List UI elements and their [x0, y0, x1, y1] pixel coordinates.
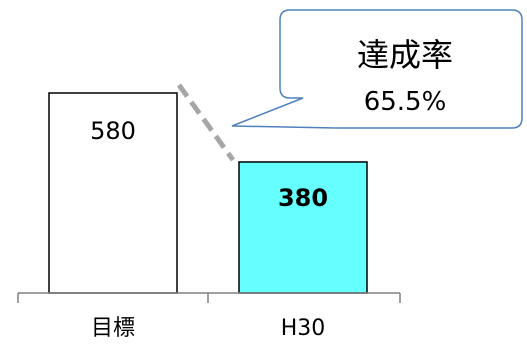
data-label-1: 380 [278, 184, 328, 212]
bar-0 [48, 92, 178, 294]
callout-bubble [231, 9, 523, 129]
callout-value: 65.5% [364, 87, 447, 117]
callout-label: 達成率 [357, 36, 453, 74]
category-label-0: 目標 [91, 316, 135, 341]
trend-connector-line [176, 83, 236, 162]
category-label-1: H30 [281, 316, 326, 341]
bar-1 [238, 161, 368, 294]
data-label-0: 580 [90, 117, 136, 145]
chart-marks: 580 380 目標 H30 [17, 83, 401, 341]
